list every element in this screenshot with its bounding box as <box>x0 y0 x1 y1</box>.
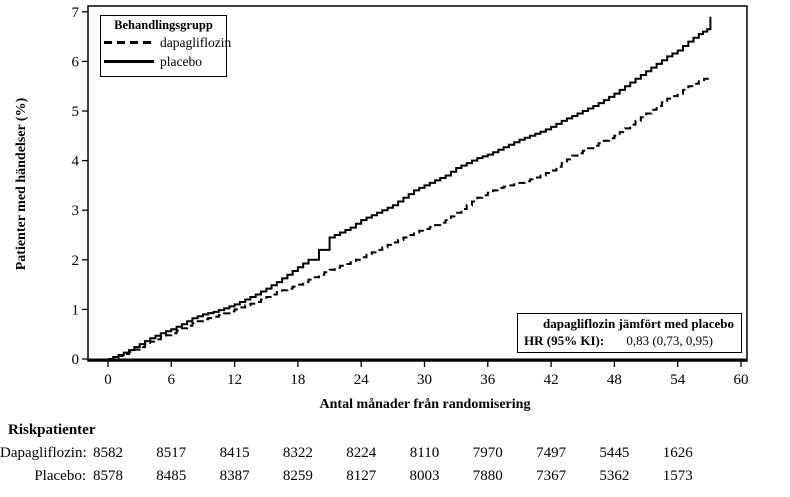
x-tick-label: 54 <box>670 372 686 388</box>
y-tick-label: 3 <box>72 203 80 219</box>
legend-entry-label: dapagliflozin <box>160 34 232 50</box>
hr-value: 0,83 (0,73, 0,95) <box>626 333 713 348</box>
risk-count: 8224 <box>346 445 377 461</box>
risk-count: 5445 <box>599 445 630 461</box>
legend-entry-dapagliflozin: dapagliflozin <box>101 33 231 52</box>
y-tick-label: 2 <box>72 253 80 269</box>
risk-count: 7880 <box>472 468 503 484</box>
dashed-line-sample-icon <box>104 41 154 44</box>
hr-row: HR (95% KI): 0,83 (0,73, 0,95) <box>518 332 741 349</box>
risk-row-label: Placebo: <box>34 468 86 484</box>
x-tick-label: 12 <box>227 372 242 388</box>
legend-title: Behandlingsgrupp <box>114 18 213 32</box>
x-tick-label: 36 <box>480 372 496 388</box>
y-tick-label: 4 <box>72 154 80 170</box>
x-tick-label: 18 <box>290 372 305 388</box>
legend-entry-label: placebo <box>160 53 202 69</box>
risk-count: 8127 <box>346 468 377 484</box>
x-tick-label: 42 <box>544 372 559 388</box>
placebo-curve <box>108 16 712 360</box>
hr-annotation-box: dapagliflozin jämfört med placebo HR (95… <box>517 313 742 353</box>
x-tick-label: 60 <box>734 372 749 388</box>
y-tick-label: 7 <box>72 5 80 21</box>
dapagliflozin-curve <box>108 76 711 360</box>
risk-count: 8003 <box>409 468 440 484</box>
y-axis-title: Patienter med händelser (%) <box>14 97 29 271</box>
risk-count: 8259 <box>282 468 313 484</box>
y-tick-label: 1 <box>72 302 80 318</box>
risk-count: 8322 <box>282 445 313 461</box>
risk-count: 7367 <box>536 468 567 484</box>
comparison-title: dapagliflozin jämfört med placebo <box>542 316 734 331</box>
hr-label: HR (95% KI): <box>524 333 605 348</box>
risk-count: 1626 <box>662 445 693 461</box>
risk-count: 8517 <box>156 445 187 461</box>
risk-count: 8582 <box>93 445 123 461</box>
risk-table-heading: Riskpatienter <box>8 422 96 438</box>
risk-count: 8485 <box>156 468 187 484</box>
legend-box: Behandlingsgrupp dapagliflozin placebo <box>100 15 231 77</box>
x-tick-label: 30 <box>417 372 432 388</box>
legend-entry-placebo: placebo <box>101 52 226 71</box>
x-tick-label: 0 <box>104 372 112 388</box>
y-tick-label: 5 <box>72 104 80 120</box>
risk-count: 1573 <box>662 468 693 484</box>
risk-row-label: Dapagliflozin: <box>0 445 87 461</box>
risk-count: 5362 <box>599 468 630 484</box>
risk-count: 7497 <box>536 445 567 461</box>
risk-count: 8415 <box>219 445 250 461</box>
x-tick-label: 24 <box>354 372 370 388</box>
y-tick-label: 6 <box>72 54 80 70</box>
y-tick-label: 0 <box>72 352 80 368</box>
x-axis-title: Antal månader från randomisering <box>319 397 531 412</box>
x-tick-label: 48 <box>607 372 622 388</box>
risk-count: 8578 <box>93 468 123 484</box>
x-tick-label: 6 <box>168 372 176 388</box>
risk-count: 8110 <box>409 445 440 461</box>
risk-count: 7970 <box>472 445 503 461</box>
solid-line-sample-icon <box>104 60 154 63</box>
risk-count: 8387 <box>219 468 250 484</box>
